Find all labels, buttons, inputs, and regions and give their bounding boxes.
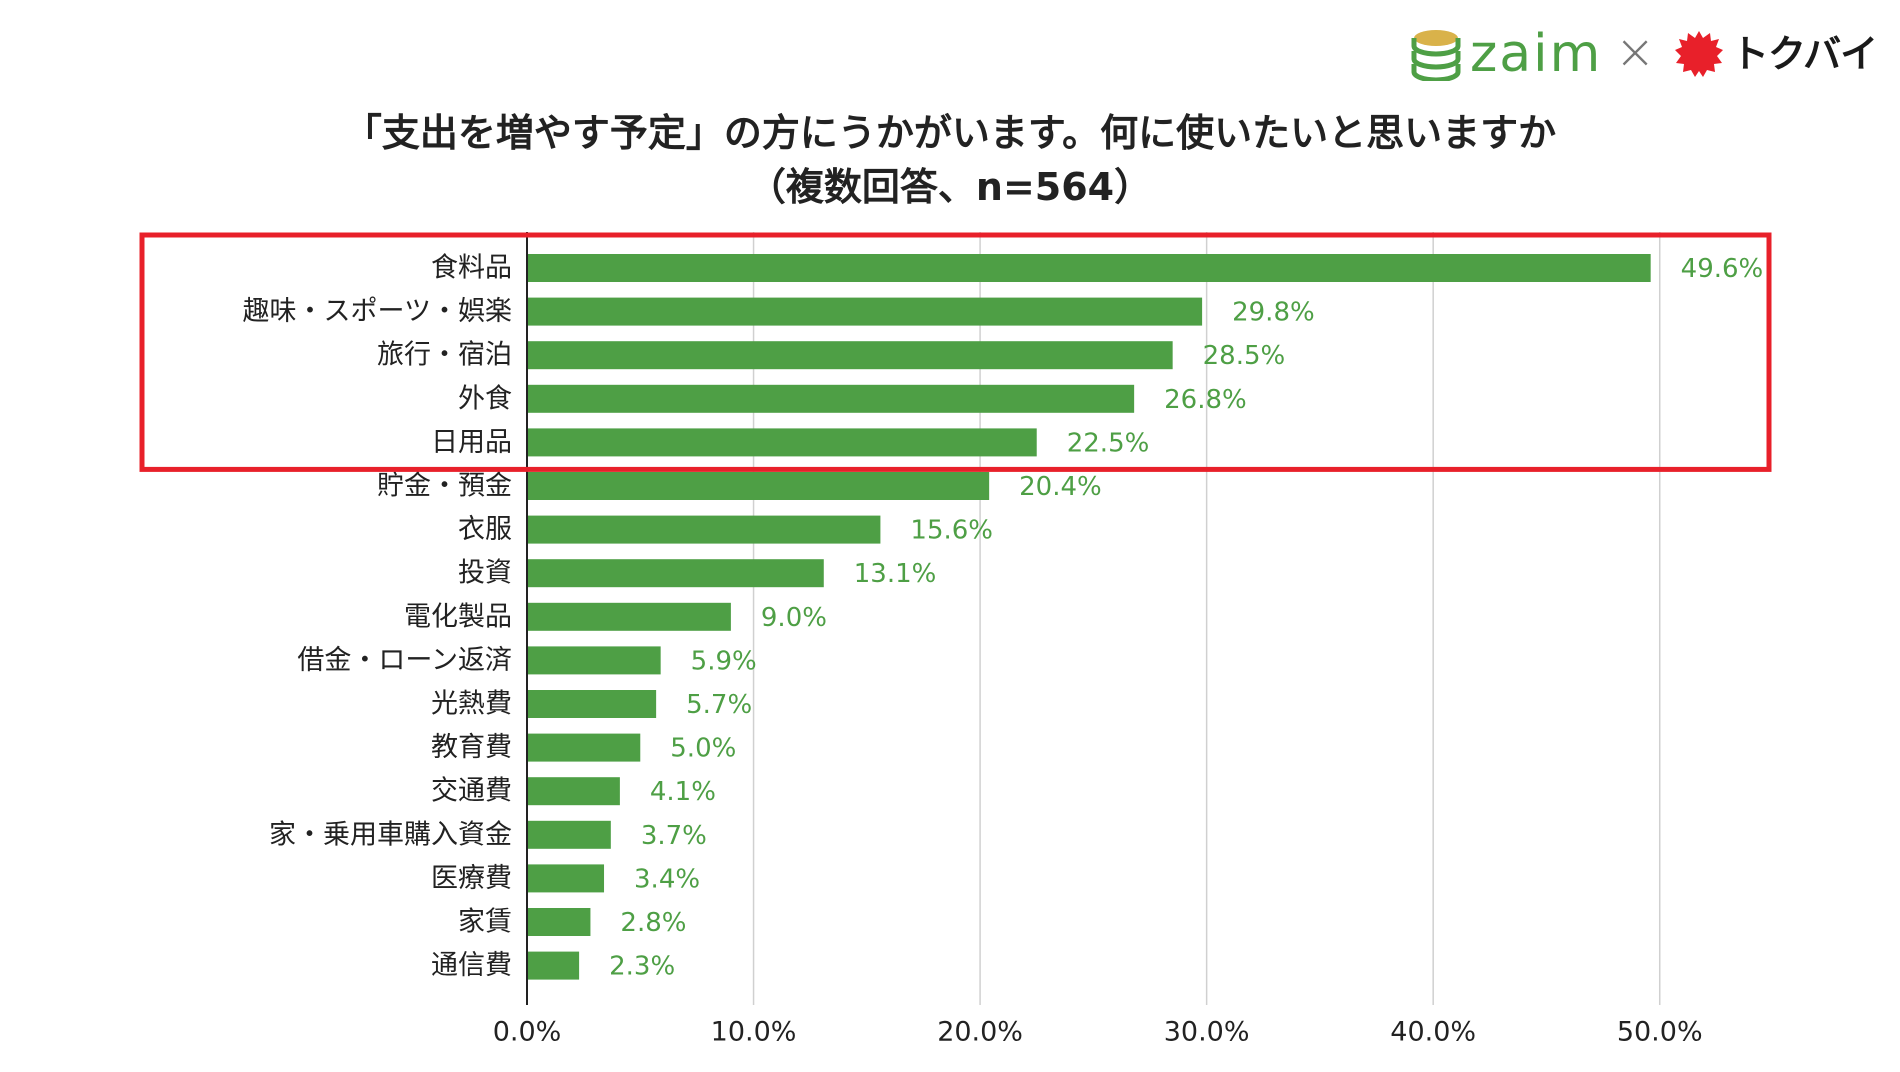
value-label: 3.4% — [634, 864, 700, 894]
value-label: 2.8% — [620, 908, 686, 938]
category-label: 衣服 — [458, 514, 512, 545]
bar — [527, 384, 1135, 413]
chart-title: 「支出を増やす予定」の方にうかがいます。何に使いたいと思いますか — [343, 111, 1557, 155]
category-label: 通信費 — [431, 950, 512, 981]
category-label: 旅行・宿泊 — [377, 340, 512, 371]
zaim-coin-stack-icon — [1411, 30, 1461, 81]
value-label: 5.9% — [691, 646, 757, 676]
bar — [527, 864, 605, 893]
bar — [527, 820, 611, 849]
bar — [527, 472, 990, 500]
cross-mark: × — [1615, 24, 1656, 80]
category-label: 日用品 — [431, 427, 512, 458]
category-label: 食料品 — [431, 253, 512, 284]
value-label: 4.1% — [650, 777, 716, 807]
bar — [527, 690, 657, 718]
tokubai-wordmark: トクバイ — [1731, 32, 1878, 76]
bar — [527, 341, 1173, 370]
value-label: 20.4% — [1019, 472, 1102, 502]
bar — [527, 515, 881, 544]
category-label: 光熱費 — [431, 689, 512, 720]
value-label: 5.7% — [686, 690, 752, 720]
bar — [527, 297, 1203, 326]
category-label: 趣味・スポーツ・娯楽 — [243, 296, 512, 327]
x-tick-label: 20.0% — [937, 1017, 1023, 1048]
zaim-logo: zaim — [1410, 24, 1602, 84]
value-label: 9.0% — [761, 603, 827, 633]
value-label: 28.5% — [1203, 341, 1286, 371]
category-label: 交通費 — [431, 776, 512, 807]
value-label: 13.1% — [854, 559, 937, 589]
zaim-wordmark: zaim — [1470, 24, 1603, 84]
x-tick-label: 10.0% — [711, 1017, 797, 1048]
tokubai-burst-icon — [1675, 31, 1723, 77]
bar — [527, 951, 580, 980]
x-tick-label: 40.0% — [1390, 1017, 1476, 1048]
category-label: 外食 — [458, 383, 512, 414]
bar — [527, 908, 591, 936]
highlight-box — [139, 232, 1772, 472]
value-label: 49.6% — [1681, 254, 1764, 284]
header-logos: zaim × トクバイ — [1410, 18, 1880, 88]
category-label: 借金・ローン返済 — [297, 645, 512, 676]
category-label: 電化製品 — [404, 601, 512, 632]
value-label: 3.7% — [641, 821, 707, 851]
bar — [527, 428, 1037, 457]
bar — [527, 254, 1651, 282]
category-label: 医療費 — [431, 863, 512, 894]
bar — [527, 602, 731, 631]
category-label: 教育費 — [431, 732, 512, 763]
value-label: 26.8% — [1164, 385, 1247, 415]
value-label: 5.0% — [670, 734, 736, 764]
bar — [527, 777, 620, 806]
value-label: 22.5% — [1067, 428, 1150, 458]
x-tick-label: 0.0% — [493, 1017, 562, 1048]
x-tick-label: 50.0% — [1617, 1017, 1703, 1048]
bar — [527, 646, 661, 675]
value-label: 29.8% — [1232, 298, 1315, 328]
value-label: 2.3% — [609, 952, 675, 982]
category-label: 投資 — [458, 558, 512, 589]
x-tick-label: 30.0% — [1164, 1017, 1250, 1048]
category-label: 貯金・預金 — [377, 471, 512, 502]
value-label: 15.6% — [910, 516, 993, 546]
category-label: 家賃 — [458, 907, 512, 938]
chart-subtitle: （複数回答、n=564） — [747, 165, 1153, 209]
bar — [527, 559, 824, 588]
category-label: 家・乗用車購入資金 — [269, 819, 512, 850]
tokubai-logo: トクバイ — [1675, 24, 1878, 84]
bar — [527, 733, 641, 762]
